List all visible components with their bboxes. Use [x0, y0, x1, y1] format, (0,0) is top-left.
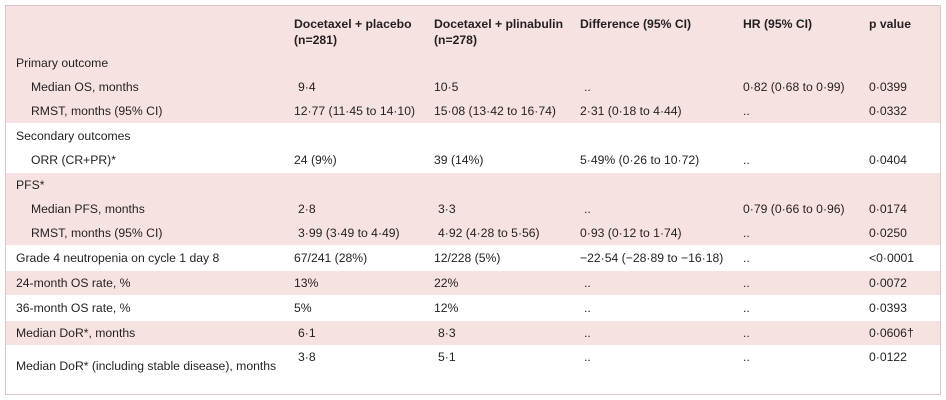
row-label: Median PFS, months — [31, 201, 145, 216]
table-row: Grade 4 neutropenia on cycle 1 day 8 67/… — [6, 245, 940, 271]
header-docetaxel-plinabulin: Docetaxel + plinabulin (n=278) — [434, 17, 564, 47]
row-label: 24-month OS rate, % — [6, 270, 284, 296]
cell-difference: .. — [570, 295, 733, 321]
cell-difference: 2·31 (0·18 to 4·44) — [580, 103, 682, 118]
cell-difference: .. — [584, 79, 591, 94]
cell-difference: .. — [570, 345, 733, 386]
table-row: Median DoR*, months 6·1 8·3 .. .. 0·0606… — [6, 320, 940, 346]
results-table: Docetaxel + placebo (n=281) Docetaxel + p… — [6, 6, 940, 386]
cell-hr: .. — [733, 320, 859, 346]
cell-hr: .. — [743, 225, 750, 240]
cell-difference: −22·54 (−28·89 to −16·18) — [570, 245, 733, 271]
results-table-frame: Docetaxel + placebo (n=281) Docetaxel + p… — [5, 5, 941, 395]
cell-p-value: 0·0072 — [859, 270, 940, 296]
row-label: ORR (CR+PR)* — [31, 152, 116, 167]
cell-plinabulin: 39 (14%) — [434, 152, 484, 167]
cell-p-value: <0·0001 — [859, 245, 940, 271]
cell-placebo: 3·99 (3·49 to 4·49) — [298, 225, 400, 240]
cell-p-value: 0·0393 — [859, 295, 940, 321]
table-row: RMST, months (95% CI) 12·77 (11·45 to 14… — [6, 99, 940, 124]
header-p-value: p value — [869, 17, 911, 31]
table-row: 24-month OS rate, % 13% 22% .. .. 0·0072 — [6, 270, 940, 296]
cell-placebo: 3·8 — [284, 345, 424, 386]
table-row-section-primary: Primary outcome — [6, 51, 940, 75]
cell-plinabulin: 10·5 — [434, 79, 459, 94]
cell-difference: .. — [570, 270, 733, 296]
header-outcome — [6, 6, 284, 51]
cell-placebo: 5% — [284, 295, 424, 321]
cell-placebo: 67/241 (28%) — [284, 245, 424, 271]
row-label: 36-month OS rate, % — [6, 295, 284, 321]
cell-plinabulin: 8·3 — [424, 320, 570, 346]
cell-difference: 5·49% (0·26 to 10·72) — [580, 152, 700, 167]
table-row: RMST, months (95% CI) 3·99 (3·49 to 4·49… — [6, 221, 940, 246]
header-difference: Difference (95% CI) — [580, 17, 692, 31]
cell-p-value: 0·0404 — [869, 152, 907, 167]
cell-plinabulin: 12% — [424, 295, 570, 321]
table-row: Median OS, months 9·4 10·5 .. 0·82 (0·68… — [6, 75, 940, 99]
cell-plinabulin: 3·3 — [438, 201, 456, 216]
row-label: Median DoR* (including stable disease), … — [6, 345, 284, 386]
cell-p-value: 0·0174 — [869, 201, 907, 216]
cell-p-value: 0·0122 — [859, 345, 940, 386]
row-label: Median OS, months — [31, 79, 139, 94]
row-label: RMST, months (95% CI) — [31, 225, 163, 240]
cell-placebo: 24 (9%) — [294, 152, 337, 167]
cell-difference: .. — [584, 201, 591, 216]
cell-hr: .. — [733, 345, 859, 386]
cell-placebo: 9·4 — [298, 79, 316, 94]
cell-difference: .. — [570, 320, 733, 346]
row-label: Median DoR*, months — [6, 320, 284, 346]
cell-hr: .. — [733, 295, 859, 321]
cell-hr: .. — [733, 245, 859, 271]
row-label: RMST, months (95% CI) — [31, 103, 163, 118]
cell-placebo: 2·8 — [298, 201, 316, 216]
table-row: ORR (CR+PR)* 24 (9%) 39 (14%) 5·49% (0·2… — [6, 148, 940, 173]
cell-placebo: 12·77 (11·45 to 14·10) — [294, 103, 416, 118]
table-row: Median PFS, months 2·8 3·3 .. 0·79 (0·66… — [6, 197, 940, 221]
table-row-section-secondary: Secondary outcomes — [6, 123, 940, 148]
table-header-row: Docetaxel + placebo (n=281) Docetaxel + p… — [6, 6, 940, 51]
cell-plinabulin: 4·92 (4·28 to 5·56) — [438, 225, 540, 240]
cell-plinabulin: 5·1 — [424, 345, 570, 386]
cell-hr: .. — [743, 103, 750, 118]
header-docetaxel-placebo: Docetaxel + placebo (n=281) — [294, 17, 412, 47]
cell-p-value: 0·0399 — [869, 79, 907, 94]
row-label: Grade 4 neutropenia on cycle 1 day 8 — [6, 245, 284, 271]
cell-p-value: 0·0250 — [869, 225, 907, 240]
cell-plinabulin: 22% — [424, 270, 570, 296]
table-row: Median DoR* (including stable disease), … — [6, 345, 940, 386]
cell-placebo: 13% — [284, 270, 424, 296]
cell-placebo: 6·1 — [284, 320, 424, 346]
cell-hr: 0·82 (0·68 to 0·99) — [743, 79, 845, 94]
section-label: PFS* — [6, 172, 284, 197]
table-row: 36-month OS rate, % 5% 12% .. .. 0·0393 — [6, 295, 940, 321]
cell-p-value: 0·0332 — [869, 103, 907, 118]
cell-p-value: 0·0606† — [859, 320, 940, 346]
cell-hr: .. — [743, 152, 750, 167]
table-row-section-pfs: PFS* — [6, 172, 940, 197]
section-label: Secondary outcomes — [6, 123, 284, 148]
section-label: Primary outcome — [16, 55, 109, 70]
header-hr: HR (95% CI) — [743, 17, 813, 31]
cell-difference: 0·93 (0·12 to 1·74) — [580, 225, 682, 240]
cell-hr: 0·79 (0·66 to 0·96) — [743, 201, 845, 216]
cell-plinabulin: 15·08 (13·42 to 16·74) — [434, 103, 556, 118]
cell-plinabulin: 12/228 (5%) — [424, 245, 570, 271]
cell-hr: .. — [733, 270, 859, 296]
